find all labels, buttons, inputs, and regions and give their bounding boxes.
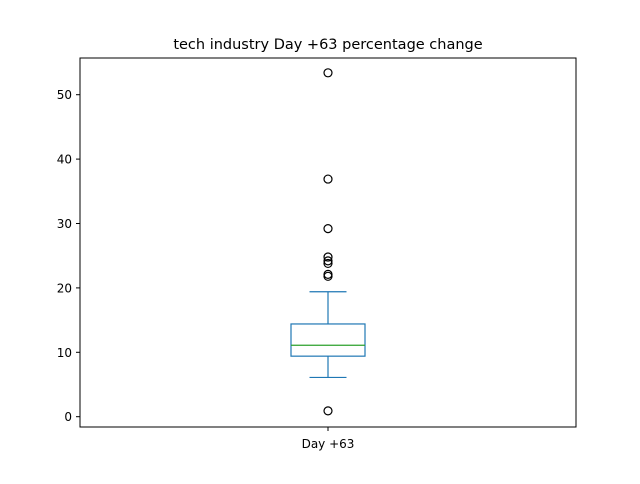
outlier-point (323, 258, 333, 269)
outlier-point (323, 406, 333, 416)
y-tick-label: 10 (57, 346, 72, 360)
outlier-point (323, 271, 333, 281)
y-axis: 0 10 20 30 40 50 (57, 88, 80, 424)
iqr-box (290, 323, 366, 357)
outlier-point (323, 224, 333, 234)
outlier-point (323, 68, 333, 78)
outlier-point (323, 174, 333, 184)
y-tick-label: 50 (57, 88, 72, 102)
outlier-point (323, 252, 333, 262)
chart-title: tech industry Day +63 percentage change (173, 37, 482, 53)
y-tick-label: 20 (57, 281, 72, 295)
y-tick-label: 40 (57, 153, 72, 167)
outlier-point (323, 256, 333, 266)
box-group (290, 68, 366, 416)
y-tick-label: 30 (57, 217, 72, 231)
plot-frame (79, 57, 577, 428)
x-axis: Day +63 (302, 427, 355, 451)
y-tick-label: 0 (64, 410, 72, 424)
x-tick-label: Day +63 (302, 437, 355, 451)
